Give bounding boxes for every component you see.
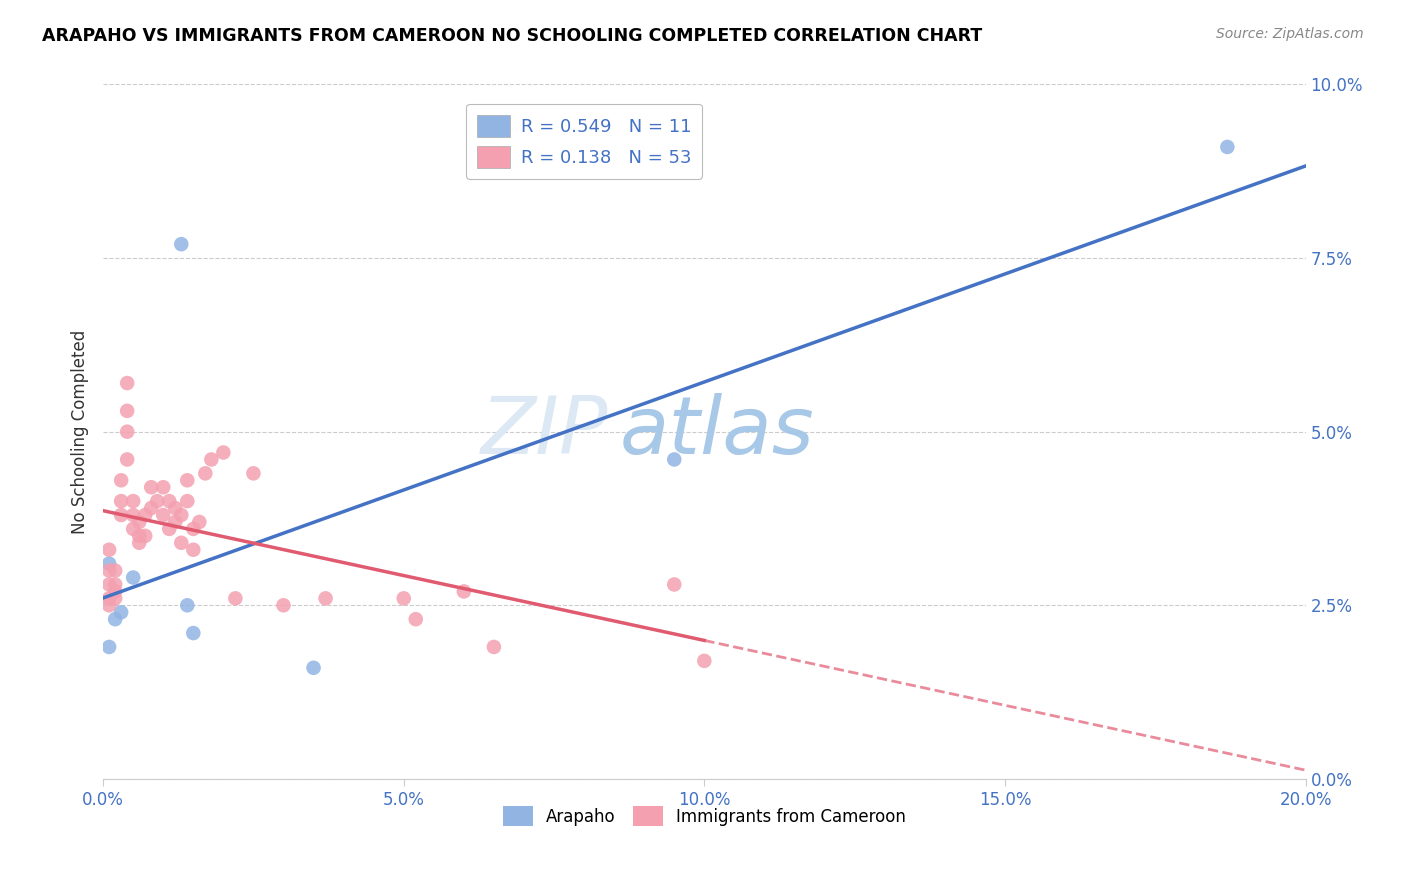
Point xyxy=(110,605,132,619)
Point xyxy=(141,501,163,516)
Point xyxy=(181,626,204,640)
Point xyxy=(405,612,427,626)
Point xyxy=(157,494,180,508)
Point xyxy=(273,599,295,613)
Point xyxy=(115,425,138,439)
Point xyxy=(104,584,127,599)
Point xyxy=(115,404,138,418)
Point xyxy=(146,494,169,508)
Point xyxy=(194,467,217,481)
Point xyxy=(141,480,163,494)
Text: Source: ZipAtlas.com: Source: ZipAtlas.com xyxy=(1216,27,1364,41)
Point xyxy=(170,536,193,550)
Point xyxy=(176,494,198,508)
Point xyxy=(170,237,193,252)
Text: atlas: atlas xyxy=(620,392,815,471)
Point xyxy=(1216,140,1239,154)
Point xyxy=(122,494,145,508)
Point xyxy=(188,515,211,529)
Point xyxy=(134,508,156,522)
Point xyxy=(664,452,686,467)
Point xyxy=(128,536,150,550)
Y-axis label: No Schooling Completed: No Schooling Completed xyxy=(72,329,89,533)
Point xyxy=(664,577,686,591)
Point xyxy=(181,522,204,536)
Point xyxy=(98,591,121,606)
Point xyxy=(110,494,132,508)
Point xyxy=(152,508,174,522)
Point xyxy=(315,591,337,606)
Point xyxy=(392,591,415,606)
Point xyxy=(302,661,325,675)
Point xyxy=(122,522,145,536)
Point xyxy=(176,599,198,613)
Point xyxy=(122,570,145,584)
Point xyxy=(200,452,222,467)
Point xyxy=(98,577,121,591)
Point xyxy=(98,640,121,654)
Point xyxy=(165,515,187,529)
Point xyxy=(98,557,121,571)
Point xyxy=(98,542,121,557)
Point xyxy=(122,508,145,522)
Point xyxy=(693,654,716,668)
Point xyxy=(98,599,121,613)
Point xyxy=(482,640,505,654)
Text: ARAPAHO VS IMMIGRANTS FROM CAMEROON NO SCHOOLING COMPLETED CORRELATION CHART: ARAPAHO VS IMMIGRANTS FROM CAMEROON NO S… xyxy=(42,27,983,45)
Point xyxy=(104,612,127,626)
Point xyxy=(224,591,246,606)
Point xyxy=(104,577,127,591)
Point xyxy=(115,376,138,390)
Point xyxy=(104,564,127,578)
Point xyxy=(134,529,156,543)
Point xyxy=(128,529,150,543)
Point xyxy=(170,508,193,522)
Point xyxy=(152,480,174,494)
Point xyxy=(453,584,475,599)
Legend: Arapaho, Immigrants from Cameroon: Arapaho, Immigrants from Cameroon xyxy=(496,799,912,833)
Point xyxy=(165,501,187,516)
Point xyxy=(115,452,138,467)
Point xyxy=(104,591,127,606)
Point xyxy=(110,473,132,487)
Text: ZIP: ZIP xyxy=(481,392,609,471)
Point xyxy=(212,445,235,459)
Point xyxy=(242,467,264,481)
Point xyxy=(110,508,132,522)
Point xyxy=(157,522,180,536)
Point xyxy=(128,515,150,529)
Point xyxy=(176,473,198,487)
Point xyxy=(181,542,204,557)
Point xyxy=(98,564,121,578)
